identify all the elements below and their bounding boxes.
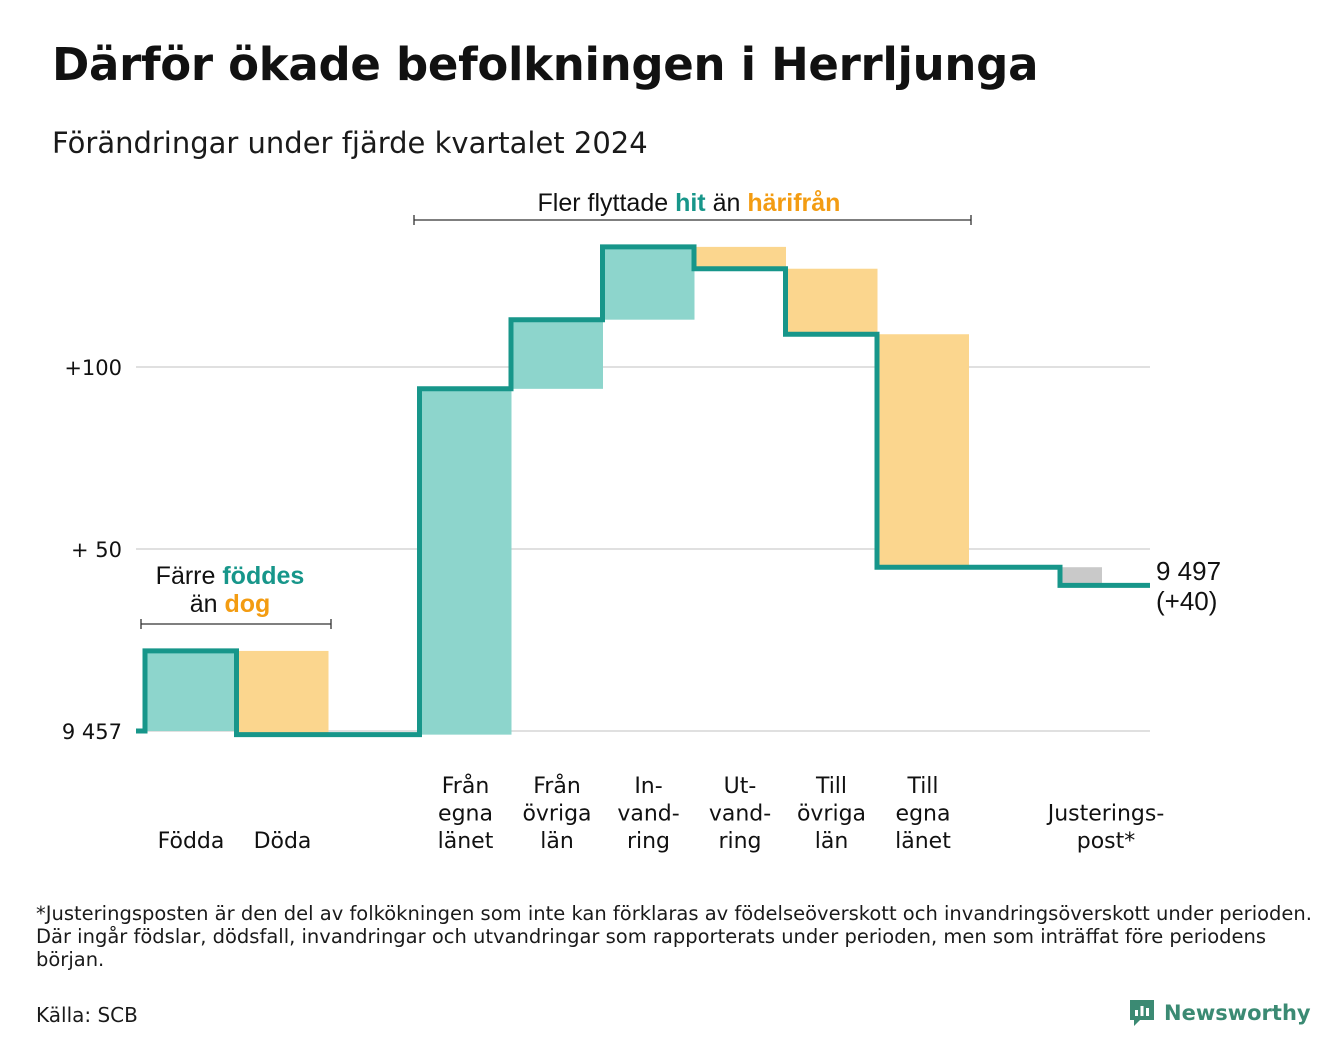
bar-8 (877, 334, 969, 568)
source-label: Källa: SCB (36, 1003, 138, 1027)
bar-7 (785, 268, 878, 335)
category-label-3-2: länet (438, 829, 494, 854)
footnote: *Justeringsposten är den del av folkökni… (36, 902, 1312, 971)
category-label-6-1: vand- (709, 802, 771, 827)
bar-4 (511, 319, 603, 389)
category-label-8-1: egna (896, 802, 951, 827)
chart-title: Därför ökade befolkningen i Herrljunga (52, 38, 1039, 91)
migration-annotation-hl1: hit (675, 189, 706, 217)
migration-annotation-hl2: härifrån (747, 189, 840, 217)
brand-name: Newsworthy (1164, 1001, 1311, 1025)
births-annotation-line2: än dog (190, 590, 271, 618)
births-annotation-hl2: dog (224, 590, 270, 618)
bar-3 (419, 388, 512, 735)
waterfall-chart: 9 457+ 50+100 Födda DödaFrånegnalänetFrån… (62, 189, 1221, 854)
y-tick-label-1: + 50 (71, 538, 122, 562)
step-line-layer (136, 244, 1150, 738)
category-label-3-0: Från (442, 773, 490, 799)
category-label-8-2: länet (895, 829, 951, 854)
category-label-0-0: Födda (158, 829, 225, 854)
migration-annotation: Fler flyttade hit än härifrån (538, 189, 841, 217)
end-value-label: 9 497 (1156, 556, 1221, 586)
bars (145, 246, 1102, 735)
category-label-10-0: Justerings- (1046, 802, 1165, 827)
category-label-4-0: Från (533, 773, 581, 799)
category-label-5-1: vand- (617, 802, 679, 827)
category-label-10-1: post* (1077, 829, 1136, 854)
category-label-7-2: län (815, 829, 849, 854)
category-label-4-1: övriga (522, 802, 591, 827)
births-annotation-pre: Färre (156, 562, 216, 590)
y-tick-label-0: 9 457 (62, 720, 122, 744)
y-tick-label-2: +100 (64, 356, 122, 380)
newsworthy-logo-icon (1130, 1000, 1154, 1026)
births-annotation-line1: Färre föddes (156, 562, 305, 590)
category-label-3-1: egna (438, 802, 493, 827)
step-line (136, 244, 1150, 738)
brand-logo: Newsworthy (1128, 998, 1311, 1028)
category-label-7-1: övriga (797, 802, 866, 827)
births-annotation-hl1: föddes (222, 562, 304, 590)
category-labels: Födda DödaFrånegnalänetFrånövrigalänIn-va… (158, 773, 1165, 854)
end-change-label: (+40) (1156, 586, 1217, 616)
chart-subtitle: Förändringar under fjärde kvartalet 2024 (52, 126, 648, 160)
category-label-7-0: Till (815, 774, 847, 799)
category-label-5-2: ring (627, 829, 670, 854)
annotations: Färre föddes än dog Fler flyttade hit än… (140, 189, 972, 629)
bar-0 (145, 650, 237, 731)
y-axis-ticks: 9 457 + 50 +100 (62, 356, 122, 744)
bar-5 (602, 246, 695, 320)
category-label-5-0: In- (634, 774, 662, 799)
births-annotation-mid: än (190, 590, 218, 618)
category-label-4-2: län (540, 829, 574, 854)
category-label-6-2: ring (718, 829, 761, 854)
migration-annotation-pre: Fler flyttade (538, 189, 669, 217)
category-label-8-0: Till (906, 774, 938, 799)
bar-6 (694, 246, 786, 269)
migration-annotation-mid: än (713, 189, 741, 217)
bar-1 (236, 650, 329, 735)
births-bracket (140, 619, 332, 629)
category-label-6-0: Ut- (724, 774, 757, 799)
bar-10 (1062, 567, 1102, 586)
category-label-1-0: Döda (254, 829, 312, 854)
migration-bracket (413, 215, 972, 225)
